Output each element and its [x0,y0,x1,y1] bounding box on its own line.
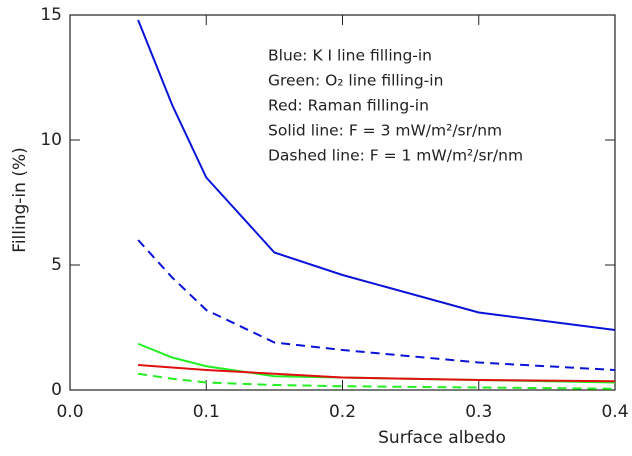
y-tick-label: 0 [51,380,62,400]
annotation: Green: O₂ line filling-in [268,72,443,90]
x-tick-label: 0.3 [465,402,492,422]
y-axis-label: Filling-in (%) [10,147,30,252]
data-line [137,372,616,390]
y-tick-label: 5 [51,255,62,275]
x-tick-label: 0.2 [329,402,356,422]
y-tick-label: 15 [40,5,62,25]
data-line [137,239,616,371]
data-line [137,19,616,331]
annotation: Red: Raman filling-in [268,97,429,115]
annotation: Blue: K I line filling-in [268,47,432,65]
data-line [138,364,616,383]
x-tick-label: 0.0 [56,402,83,422]
annotation: Solid line: F = 3 mW/m²/sr/nm [268,122,502,140]
annotation: Dashed line: F = 1 mW/m²/sr/nm [268,147,523,165]
x-tick-label: 0.1 [193,402,220,422]
x-axis-label: Surface albedo [378,428,506,448]
data-line [137,342,616,384]
y-tick-label: 10 [40,130,62,150]
x-tick-label: 0.4 [601,402,628,422]
